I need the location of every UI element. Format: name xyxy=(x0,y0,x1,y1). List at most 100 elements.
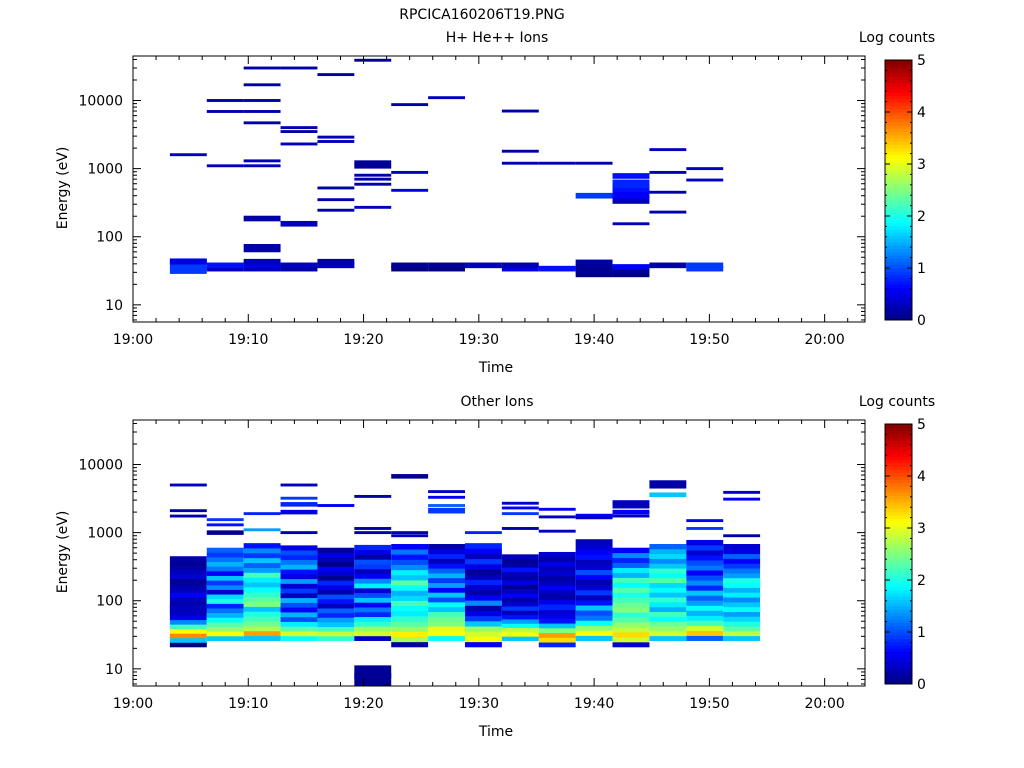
heatmap-cell xyxy=(206,518,244,522)
heatmap-cell xyxy=(206,164,244,168)
colorbar-swatch xyxy=(885,154,912,158)
colorbar-tick-label: 4 xyxy=(917,469,926,485)
heatmap-cell xyxy=(686,544,724,551)
colorbar-swatch xyxy=(885,216,912,220)
heatmap-cell xyxy=(317,612,355,618)
colorbar-swatch xyxy=(885,586,912,591)
heatmap-cell xyxy=(612,592,650,598)
heatmap-cell xyxy=(428,601,465,608)
heatmap-cell xyxy=(428,504,465,507)
heatmap-cell xyxy=(428,490,465,494)
heatmap-cell xyxy=(169,509,207,513)
colorbar-swatch xyxy=(885,463,912,467)
heatmap-cell xyxy=(354,587,392,594)
colorbar-swatch xyxy=(885,229,912,233)
colorbar-swatch xyxy=(885,635,912,639)
panel-title-other: Other Ions xyxy=(460,394,533,410)
heatmap-cell xyxy=(169,642,207,648)
heatmap-cell xyxy=(612,622,650,628)
heatmap-cell xyxy=(169,615,207,621)
heatmap-cell xyxy=(243,262,281,269)
heatmap-cell xyxy=(723,553,761,559)
heatmap-cell xyxy=(538,608,576,615)
colorbar-swatch xyxy=(885,190,912,194)
heatmap-cell xyxy=(243,611,281,617)
colorbar-swatch xyxy=(885,485,912,490)
colorbar-swatch xyxy=(885,654,912,659)
heatmap-cell xyxy=(391,170,429,174)
heatmap-cell xyxy=(354,58,392,62)
heatmap-cell xyxy=(317,580,355,586)
heatmap-cell xyxy=(428,265,465,272)
heatmap-cell xyxy=(280,597,318,603)
heatmap-cell xyxy=(280,616,318,622)
heatmap-cell xyxy=(575,513,613,517)
heatmap-cell xyxy=(538,627,576,634)
heatmap-cell xyxy=(723,548,761,555)
heatmap-cell xyxy=(575,620,613,626)
heatmap-cell xyxy=(686,605,724,611)
heatmap-cell xyxy=(206,608,244,614)
colorbar-swatch xyxy=(885,622,912,626)
heatmap-cell xyxy=(169,633,207,639)
heatmap-cell xyxy=(575,539,613,545)
heatmap-cell xyxy=(686,550,724,556)
heatmap-cell xyxy=(428,582,465,588)
heatmap-cell xyxy=(686,615,724,621)
heatmap-cell xyxy=(317,140,355,143)
colorbar-swatch xyxy=(885,277,912,282)
colorbar-swatch xyxy=(885,674,912,678)
colorbar-swatch xyxy=(885,60,912,64)
heatmap-cell xyxy=(723,568,761,574)
heatmap-cell xyxy=(538,575,576,581)
colorbar-swatch xyxy=(885,303,912,308)
heatmap-cell xyxy=(501,109,539,113)
heatmap-cell xyxy=(243,99,281,102)
heatmap-cell xyxy=(723,497,761,501)
heatmap-cell xyxy=(723,577,761,584)
heatmap-cell xyxy=(612,632,650,638)
colorbar-swatch xyxy=(885,258,912,262)
heatmap-cell xyxy=(317,557,355,563)
heatmap-cell xyxy=(206,570,244,576)
heatmap-cell xyxy=(243,110,281,113)
colorbar-swatch xyxy=(885,511,912,516)
heatmap-cell xyxy=(243,66,281,70)
heatmap-cell xyxy=(612,572,650,578)
heatmap-cell xyxy=(538,594,576,600)
heatmap-cell xyxy=(649,553,687,559)
colorbar-swatch xyxy=(885,664,912,669)
heatmap-cell xyxy=(317,589,355,595)
heatmap-cell xyxy=(612,636,650,643)
heatmap-cell xyxy=(538,613,576,619)
heatmap-cell xyxy=(391,600,429,607)
heatmap-cell xyxy=(464,563,502,570)
heatmap-cell xyxy=(428,621,465,627)
colorbar-swatch xyxy=(885,82,912,87)
heatmap-cell xyxy=(391,554,429,560)
heatmap-cell xyxy=(649,592,687,598)
heatmap-cell xyxy=(575,161,613,165)
heatmap-cell xyxy=(649,170,687,174)
heatmap-cell xyxy=(464,605,502,611)
heatmap-cell xyxy=(538,556,576,562)
colorbar-swatch xyxy=(885,141,912,145)
heatmap-cell xyxy=(649,626,687,632)
heatmap-cell xyxy=(538,580,576,586)
colorbar-h-he: 0 1 2 3 4 5 xyxy=(884,53,926,329)
heatmap-cell xyxy=(243,606,281,612)
heatmap-cell xyxy=(501,161,539,165)
colorbar-swatch xyxy=(885,534,912,539)
heatmap-cell xyxy=(169,556,207,562)
colorbar-swatch xyxy=(885,281,912,285)
heatmap-cell xyxy=(243,83,281,87)
heatmap-cell xyxy=(464,589,502,596)
heatmap-cell xyxy=(391,631,429,638)
colorbar-tick-label: 4 xyxy=(917,105,926,121)
heatmap-cell xyxy=(206,552,244,558)
x-tick-label: 19:20 xyxy=(343,696,383,712)
heatmap-cell xyxy=(464,610,502,617)
heatmap-cell xyxy=(243,215,281,222)
y-tick-label: 10000 xyxy=(78,93,123,109)
heatmap-cell xyxy=(169,560,207,566)
